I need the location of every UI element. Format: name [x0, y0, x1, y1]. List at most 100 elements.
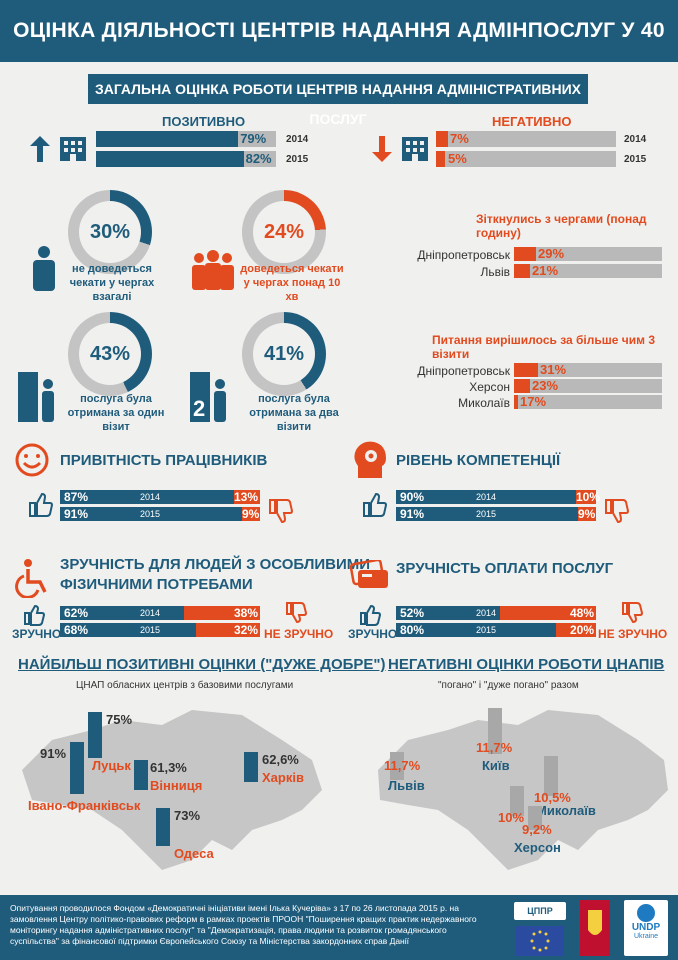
positive-share: 90% — [396, 490, 576, 504]
thumbs-down-icon — [605, 499, 630, 524]
visit-value: 23% — [532, 378, 559, 393]
ring-value: 43% — [79, 323, 141, 385]
thumbs-up-icon — [24, 604, 46, 626]
map-bar — [528, 806, 542, 830]
year-2015: 2015 — [286, 154, 309, 165]
negative-share: 9% — [578, 507, 596, 521]
queue-bar: 29% — [514, 247, 662, 261]
map-bar — [88, 712, 102, 758]
queue-city: Львів — [480, 265, 510, 279]
convenient-label: ЗРУЧНО — [348, 627, 398, 641]
negative-share: 10% — [576, 490, 601, 504]
payment-bar-2014: 52% 48% 2014 — [396, 606, 596, 620]
visits-title: Питання вирішилось за більше чим 3 візит… — [432, 333, 656, 361]
map-bar — [156, 808, 170, 846]
positive-share: 52% — [396, 606, 500, 620]
queue-bar: 21% — [514, 264, 662, 278]
negative-share: 32% — [196, 623, 260, 637]
queue-city: Дніпропетровськ — [417, 248, 510, 262]
cppr-logo: ЦППР — [514, 902, 566, 920]
queue-value: 21% — [532, 263, 559, 278]
friendliness-bar-2014: 87% 13% 2014 — [60, 490, 260, 504]
one-visit-ring: 43% — [68, 312, 152, 396]
ring-value: 41% — [253, 323, 315, 385]
map-city: Херсон — [514, 840, 561, 855]
map-bar — [244, 752, 258, 782]
accessibility-title-line1: ЗРУЧНІСТЬ ДЛЯ ЛЮДЕЙ З ОСОБЛИВИМИ — [60, 556, 371, 573]
negative-2015-value: 5% — [448, 151, 467, 166]
undp-logo: UNDP Ukraine — [624, 900, 668, 956]
eu-flag-icon — [516, 926, 564, 956]
queue-value: 29% — [538, 246, 565, 261]
map-city: Луцьк — [92, 758, 131, 773]
positive-bar-2014: 79% — [96, 131, 276, 147]
negative-label: НЕГАТИВНО — [492, 114, 572, 129]
two-visits-ring: 41% — [242, 312, 326, 396]
negative-share: 38% — [184, 606, 260, 620]
accessibility-bar-2015: 68% 32% 2015 — [60, 623, 260, 637]
accessibility-bar-2014: 62% 38% 2014 — [60, 606, 260, 620]
ring-value: 24% — [253, 201, 315, 263]
map-bar — [510, 786, 524, 816]
visit-bar: 31% — [514, 363, 662, 377]
year-label: 2014 — [476, 608, 497, 618]
map-city: Київ — [482, 758, 510, 773]
wheelchair-icon — [15, 559, 47, 598]
map-value: 73% — [174, 808, 201, 823]
map-value: 10% — [498, 810, 525, 825]
positive-share: 87% — [60, 490, 234, 504]
inconvenient-label: НЕ ЗРУЧНО — [598, 627, 668, 641]
door-person-two-icon: 2 — [190, 372, 226, 422]
positive-label: ПОЗИТИВНО — [162, 114, 246, 129]
map-value: 9,2% — [522, 822, 552, 837]
payment-bar-2015: 80% 20% 2015 — [396, 623, 596, 637]
map-city: Івано-Франківськ — [28, 798, 141, 813]
convenient-label: ЗРУЧНО — [12, 627, 62, 641]
section-subtitle: ЗАГАЛЬНА ОЦІНКА РОБОТИ ЦЕНТРІВ НАДАННЯ А… — [88, 74, 588, 127]
friendliness-bar-2015: 91% 9% 2015 — [60, 507, 260, 521]
positive-2014-value: 79% — [240, 131, 267, 146]
ring-value: 30% — [79, 201, 141, 263]
year-label: 2014 — [140, 492, 161, 502]
map-city: Вінниця — [150, 778, 203, 793]
year-label: 2015 — [476, 625, 497, 635]
map-city-alt: Миколаїв — [536, 803, 596, 818]
negative-bar-2015: 5% — [436, 151, 616, 167]
accessibility-title-line2: ФІЗИЧНИМИ ПОТРЕБАМИ — [60, 576, 253, 593]
undp-subtext: Ukraine — [633, 933, 659, 940]
footer: Опитування проводилося Фондом «Демократи… — [0, 895, 678, 960]
year-label: 2014 — [476, 492, 497, 502]
queues-title: Зіткнулись з чергами (понад годину) — [476, 212, 647, 240]
denmark-coat-icon — [580, 900, 610, 956]
positive-share: 80% — [396, 623, 556, 637]
crowd-icon — [192, 250, 234, 290]
payment-title: ЗРУЧНІСТЬ ОПЛАТИ ПОСЛУГ — [396, 560, 614, 577]
map-value: 10,5% — [534, 790, 571, 805]
visit-city: Дніпропетровськ — [417, 364, 510, 378]
visit-city: Херсон — [469, 380, 510, 394]
thumbs-down-icon — [269, 499, 294, 524]
visit-value: 31% — [540, 362, 567, 377]
smiley-icon — [15, 443, 49, 477]
map-value: 75% — [106, 712, 133, 727]
negative-share: 20% — [556, 623, 596, 637]
map-city: Львів — [388, 778, 425, 793]
footer-text: Опитування проводилося Фондом «Демократи… — [10, 903, 477, 946]
map-bar — [390, 752, 404, 780]
year-2014: 2014 — [624, 134, 647, 145]
queue-none-ring: 30% — [68, 190, 152, 274]
map-positive-title: НАЙБІЛЬШ ПОЗИТИВНІ ОЦІНКИ ("ДУЖЕ ДОБРЕ") — [18, 656, 386, 673]
negative-bar-2014: 7% — [436, 131, 616, 147]
door-person-icon — [18, 372, 54, 422]
visit-bar: 17% — [514, 395, 662, 409]
building-icon — [60, 137, 86, 161]
friendliness-title: ПРИВІТНІСТЬ ПРАЦІВНИКІВ — [60, 452, 268, 469]
year-2015: 2015 — [624, 154, 647, 165]
competence-bar-2015: 91% 9% 2015 — [396, 507, 596, 521]
thumbs-up-icon — [360, 604, 382, 626]
visit-bar: 23% — [514, 379, 662, 393]
map-bar — [70, 742, 84, 794]
person-icon — [33, 246, 55, 291]
year-label: 2015 — [140, 509, 161, 519]
positive-2015-value: 82% — [245, 151, 272, 166]
